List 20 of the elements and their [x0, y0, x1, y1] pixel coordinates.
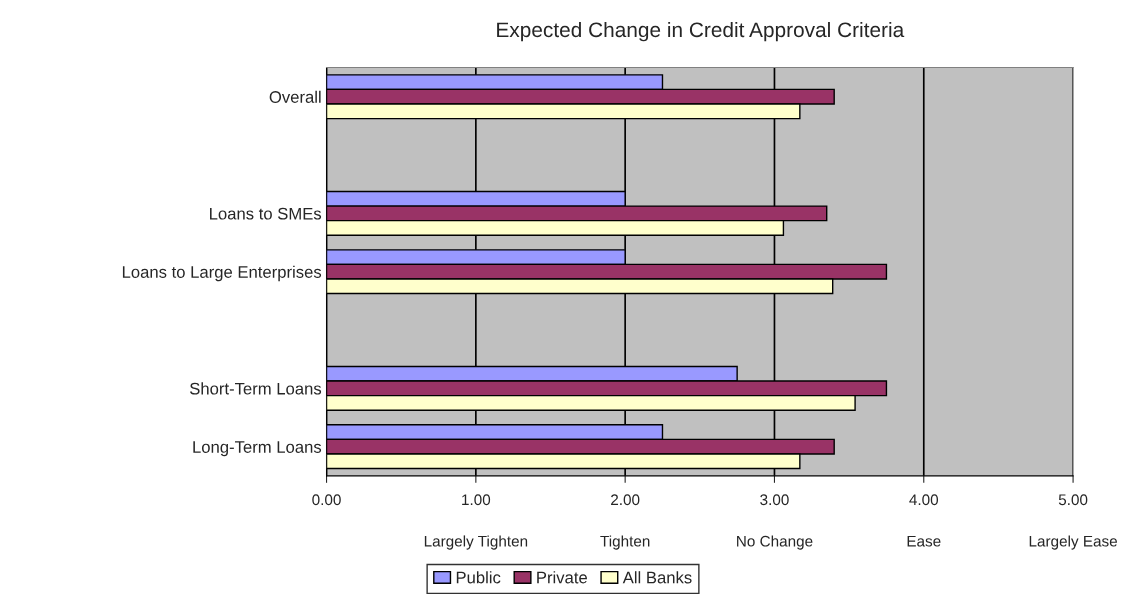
- legend-label: Public: [456, 571, 501, 584]
- text: Largely Ease: [1029, 535, 1117, 550]
- text: Ease: [907, 535, 941, 547]
- y-tick-label: Short-Term Loans: [189, 382, 322, 395]
- legend-label: All Banks: [622, 571, 692, 584]
- x-tick-label: 2.00: [611, 494, 640, 506]
- y-tick-label: Overall: [269, 90, 321, 103]
- y-tick-label: Loans to SMEs: [210, 207, 322, 220]
- legend-label: Private: [537, 571, 587, 584]
- x-tick-label: 4.00: [909, 494, 939, 506]
- y-tick-label: Loans to Large Enterprises: [122, 265, 322, 282]
- text: Largely Tighten: [424, 535, 528, 550]
- chart-title: Expected Change in Credit Approval Criteria: [497, 21, 905, 42]
- text: Tighten: [600, 535, 650, 550]
- y-tick-label: Long-Term Loans: [193, 441, 322, 457]
- x-tick-label: 1.00: [462, 494, 491, 506]
- x-tick-label: 0.00: [312, 494, 341, 506]
- x-tick-label: 5.00: [1058, 494, 1088, 506]
- text: No Change: [737, 535, 813, 550]
- x-tick-label: 3.00: [760, 494, 789, 506]
